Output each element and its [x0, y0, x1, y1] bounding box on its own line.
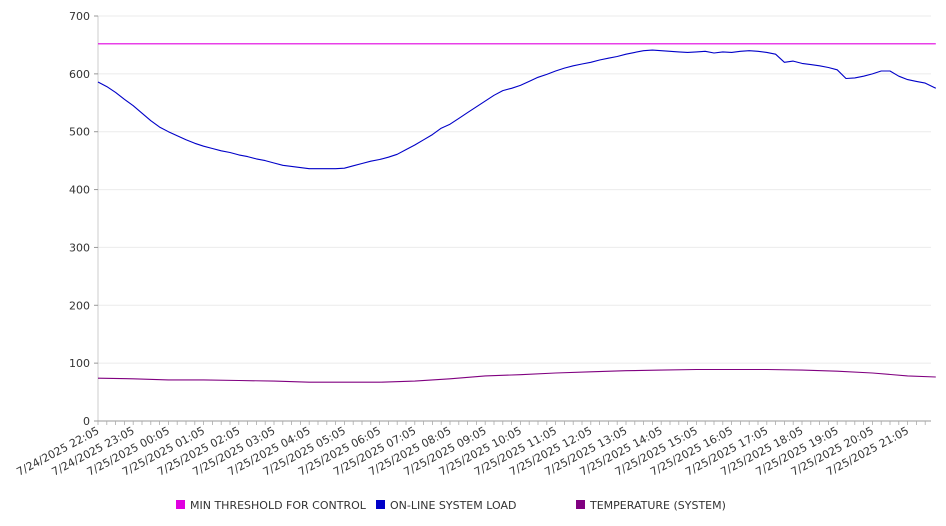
- x-axis-ticks: 7/24/2025 22:057/24/2025 23:057/25/2025 …: [14, 421, 926, 479]
- legend-swatch-1: [376, 500, 385, 509]
- y-tick-label: 0: [83, 415, 90, 428]
- series-line-2: [97, 368, 936, 383]
- y-tick-label: 400: [69, 184, 90, 197]
- grid: [98, 15, 931, 364]
- y-axis-ticks: 0 100 200 300 400 500 600 700: [69, 10, 98, 428]
- legend: MIN THRESHOLD FOR CONTROL ON-LINE SYSTEM …: [176, 499, 726, 512]
- series-lines: [97, 43, 937, 383]
- legend-swatch-0: [176, 500, 185, 509]
- legend-label-0: MIN THRESHOLD FOR CONTROL: [190, 499, 367, 512]
- legend-label-2: TEMPERATURE (SYSTEM): [589, 499, 726, 512]
- y-tick-label: 700: [69, 10, 90, 23]
- y-tick-label: 100: [69, 357, 90, 370]
- y-tick-label: 200: [69, 299, 90, 312]
- legend-swatch-2: [576, 500, 585, 509]
- y-tick-label: 500: [69, 126, 90, 139]
- y-tick-label: 600: [69, 68, 90, 81]
- axes: [97, 16, 931, 422]
- series-line-1: [97, 49, 937, 170]
- legend-label-1: ON-LINE SYSTEM LOAD: [390, 499, 516, 512]
- y-tick-label: 300: [69, 241, 90, 254]
